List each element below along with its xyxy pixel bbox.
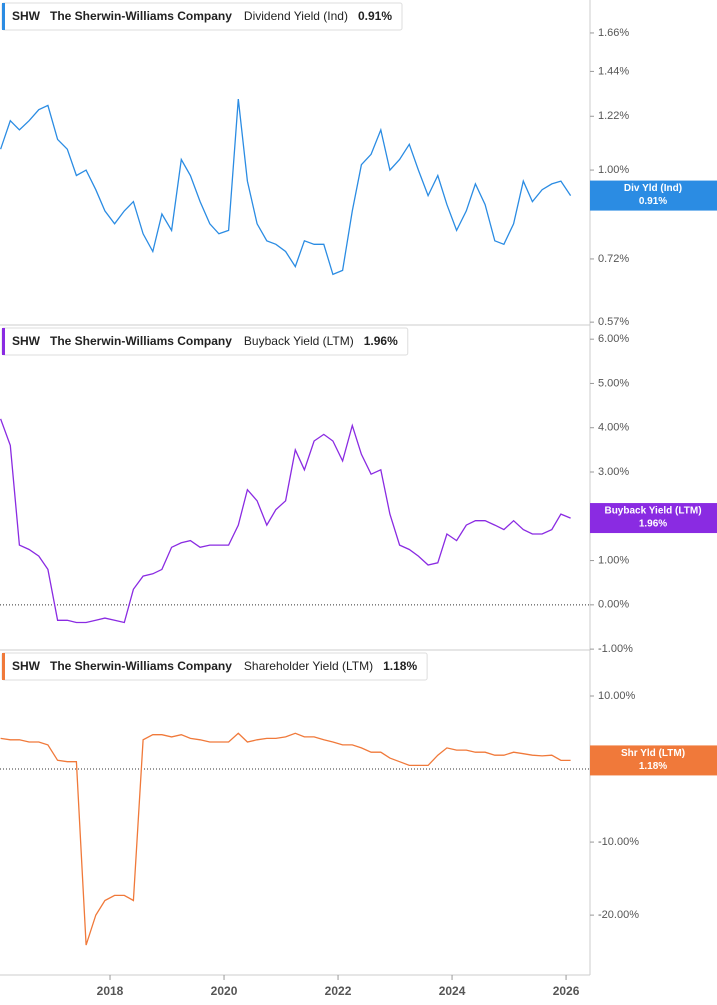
- y-tick-label: 6.00%: [598, 333, 629, 345]
- legend-swatch: [2, 328, 5, 355]
- badge-value: 1.96%: [639, 519, 667, 530]
- series-name: Buyback Yield (LTM): [244, 334, 354, 348]
- legend-swatch: [2, 3, 5, 30]
- legend-value: 1.18%: [383, 659, 417, 673]
- legend-value: 1.96%: [364, 334, 398, 348]
- legend: SHW The Sherwin-Williams Company Sharehold…: [1, 652, 428, 681]
- x-tick-label: 2020: [211, 984, 238, 998]
- y-tick-label: 0.72%: [598, 253, 629, 265]
- badge-name: Shr Yld (LTM): [621, 748, 685, 759]
- company: The Sherwin-Williams Company: [50, 334, 232, 348]
- y-tick-label: 1.44%: [598, 65, 629, 77]
- y-tick-label: 1.66%: [598, 27, 629, 39]
- y-tick-label: 1.00%: [598, 554, 629, 566]
- x-tick-label: 2026: [553, 984, 580, 998]
- data-line: [0, 732, 571, 946]
- series-name: Dividend Yield (Ind): [244, 9, 348, 23]
- badge-name: Buyback Yield (LTM): [604, 506, 701, 517]
- data-line: [0, 418, 571, 624]
- ticker: SHW: [12, 334, 41, 348]
- company: The Sherwin-Williams Company: [50, 659, 232, 673]
- legend: SHW The Sherwin-Williams Company Buyback Y…: [1, 327, 409, 356]
- y-tick-label: 3.00%: [598, 466, 629, 478]
- x-tick-label: 2018: [97, 984, 124, 998]
- legend: SHW The Sherwin-Williams Company Dividend …: [1, 2, 403, 31]
- y-tick-label: 1.22%: [598, 110, 629, 122]
- y-tick-label: -1.00%: [598, 643, 633, 655]
- company: The Sherwin-Williams Company: [50, 9, 232, 23]
- data-line: [0, 99, 572, 276]
- y-tick-label: 4.00%: [598, 422, 629, 434]
- ticker: SHW: [12, 659, 41, 673]
- value-badge: [590, 180, 717, 211]
- value-badge: [590, 503, 717, 534]
- badge-value: 0.91%: [639, 196, 667, 207]
- ticker: SHW: [12, 9, 41, 23]
- legend-value: 0.91%: [358, 9, 392, 23]
- y-tick-label: 5.00%: [598, 377, 629, 389]
- badge-value: 1.18%: [639, 761, 667, 772]
- value-badge: [590, 745, 717, 776]
- badge-name: Div Yld (Ind): [624, 183, 682, 194]
- y-tick-label: 0.00%: [598, 599, 629, 611]
- y-tick-label: 1.00%: [598, 164, 629, 176]
- x-tick-label: 2024: [439, 984, 466, 998]
- y-tick-label: -20.00%: [598, 909, 639, 921]
- series-name: Shareholder Yield (LTM): [244, 659, 373, 673]
- y-tick-label: 10.00%: [598, 690, 636, 702]
- x-tick-label: 2022: [325, 984, 352, 998]
- y-tick-label: -10.00%: [598, 836, 639, 848]
- y-tick-label: 0.57%: [598, 316, 629, 328]
- legend-swatch: [2, 653, 5, 680]
